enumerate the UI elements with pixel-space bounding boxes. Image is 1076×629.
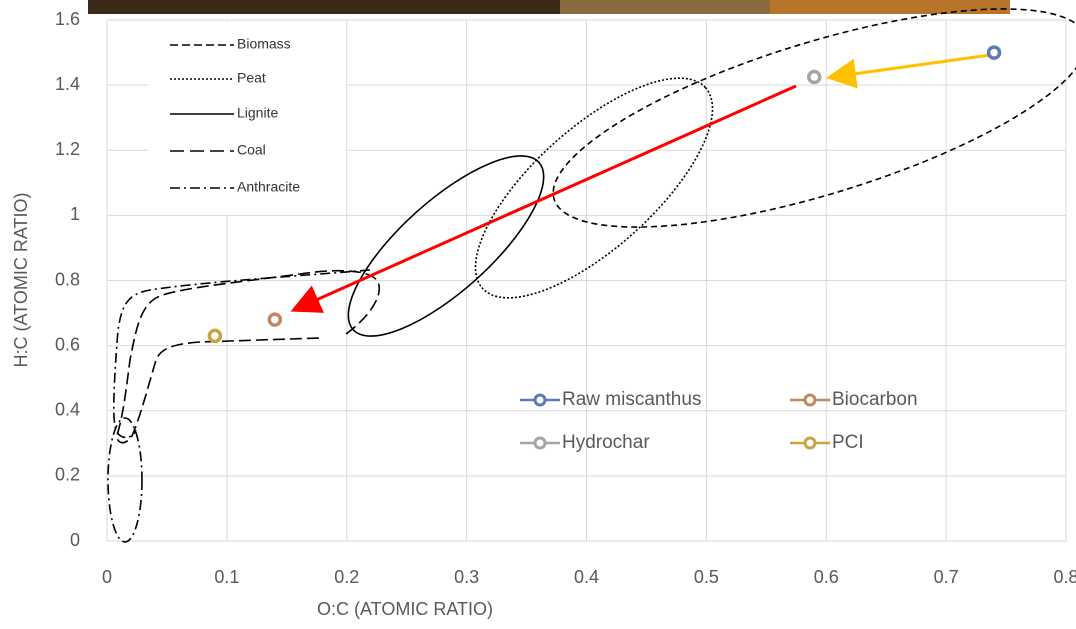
anthracite-region	[114, 270, 370, 438]
y-tick-label: 1.6	[55, 9, 80, 29]
y-tick-label: 0.4	[55, 400, 80, 420]
legend-label: Raw miscanthus	[562, 389, 701, 410]
x-tick-label: 0.7	[934, 567, 959, 587]
y-tick-label: 0.2	[55, 465, 80, 485]
legend-marker	[805, 438, 815, 448]
legend-label: Lignite	[237, 105, 278, 121]
x-tick-label: 0	[102, 567, 112, 587]
biomass-region	[532, 0, 1076, 272]
coal-region	[117, 271, 379, 443]
x-axis-title: O:C (ATOMIC RATIO)	[317, 599, 493, 619]
y-tick-label: 0.8	[55, 269, 80, 289]
photo-strip	[560, 0, 770, 14]
y-tick-label: 1.2	[55, 139, 80, 159]
region-legend: Biomass Peat Lignite Coal Anthracite	[148, 22, 346, 215]
legend-label: Anthracite	[237, 179, 300, 195]
legend-label: Biocarbon	[832, 389, 918, 410]
legend-label: Coal	[237, 142, 266, 158]
y-axis-title: H:C (ATOMIC RATIO)	[11, 193, 31, 368]
lignite-region	[323, 129, 569, 363]
photo-strip	[770, 0, 1010, 14]
point	[269, 314, 280, 325]
x-tick-label: 0.2	[334, 567, 359, 587]
legend-marker	[535, 395, 545, 405]
legend-label: Biomass	[237, 36, 291, 52]
arrow	[296, 86, 796, 309]
peat-region	[442, 43, 745, 333]
legend-label: Hydrochar	[562, 432, 650, 453]
legend-marker	[535, 438, 545, 448]
legend-label: PCI	[832, 432, 864, 453]
point	[809, 71, 820, 82]
x-tick-label: 0.1	[214, 567, 239, 587]
anthracite-region	[108, 418, 142, 542]
point	[209, 330, 220, 341]
y-tick-label: 0	[70, 530, 80, 550]
x-tick-label: 0.3	[454, 567, 479, 587]
legend-marker	[805, 395, 815, 405]
arrow	[832, 55, 990, 77]
point	[989, 47, 1000, 58]
page: {"chart_data": {"type": "scatter", "xlab…	[0, 0, 1076, 629]
y-tick-label: 0.6	[55, 334, 80, 354]
x-tick-label: 0.5	[694, 567, 719, 587]
x-tick-label: 0.6	[814, 567, 839, 587]
chart: Biomass Peat Lignite Coal Anthracite O:C…	[0, 0, 1076, 629]
x-tick-label: 0.4	[574, 567, 599, 587]
legend-label: Peat	[237, 70, 266, 86]
y-tick-label: 1	[70, 204, 80, 224]
y-tick-label: 1.4	[55, 74, 80, 94]
x-tick-label: 0.8	[1053, 567, 1076, 587]
